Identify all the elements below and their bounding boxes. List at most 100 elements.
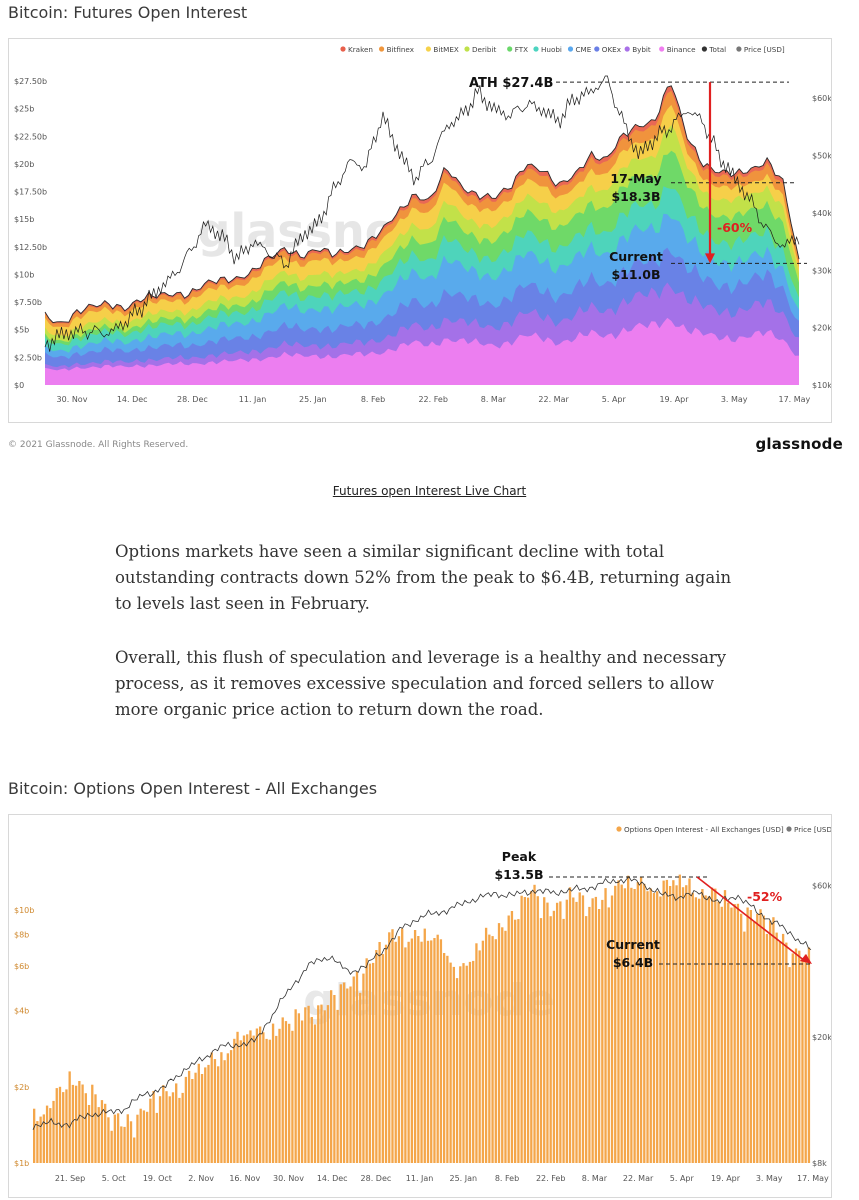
options-bar — [604, 888, 607, 1163]
x-tick-label: 14. Dec — [117, 395, 148, 404]
options-bar — [252, 1035, 255, 1163]
options-bar — [323, 1010, 326, 1163]
options-bar — [514, 919, 517, 1163]
options-bar — [769, 920, 772, 1163]
legend-label: CME — [576, 45, 592, 54]
options-bar — [704, 895, 707, 1163]
options-bar — [752, 921, 756, 1163]
options-bar — [346, 988, 349, 1163]
legend-marker — [701, 46, 708, 52]
y-right-tick-label: $20k — [812, 1033, 831, 1042]
options-bar — [49, 1108, 52, 1163]
legend-marker — [379, 46, 385, 52]
options-bar — [794, 948, 798, 1163]
x-tick-label: 30. Nov — [57, 395, 88, 404]
futures-live-chart-link[interactable]: Futures open Interest Live Chart — [332, 484, 527, 498]
options-bar — [294, 1009, 297, 1163]
options-bar — [759, 909, 762, 1163]
options-bar — [714, 888, 717, 1163]
x-tick-label: 19. Oct — [143, 1174, 172, 1183]
options-bar — [423, 928, 426, 1163]
options-bar — [104, 1103, 107, 1163]
options-bar — [675, 885, 678, 1163]
options-bar — [462, 963, 465, 1163]
options-bar — [594, 896, 598, 1163]
options-bar — [262, 1032, 265, 1163]
options-bar — [491, 936, 494, 1163]
options-bar — [378, 942, 381, 1163]
legend-label: Deribit — [472, 45, 496, 54]
options-bar — [620, 884, 623, 1163]
options-bar — [494, 939, 497, 1163]
options-bar — [546, 902, 549, 1163]
y-left-tick-label: $6b — [14, 962, 29, 971]
options-bar — [365, 958, 368, 1163]
options-bar — [39, 1116, 42, 1163]
options-bar — [710, 887, 714, 1163]
options-bar — [520, 895, 523, 1163]
options-bar — [526, 897, 530, 1163]
options-bar — [126, 1114, 129, 1163]
legend-label: OKEx — [602, 45, 622, 54]
options-bar — [175, 1083, 178, 1163]
legend-label: Price [USD] — [794, 825, 831, 834]
options-bar — [194, 1072, 197, 1163]
legend-label: BitMEX — [433, 45, 458, 54]
options-bar — [220, 1052, 223, 1163]
y-right-tick-label: $10k — [812, 381, 831, 390]
options-bar — [575, 901, 578, 1163]
options-bar — [110, 1130, 113, 1163]
options-bar — [291, 1030, 294, 1163]
options-bar — [568, 887, 572, 1163]
options-bar — [652, 893, 656, 1163]
options-bar — [129, 1121, 133, 1163]
options-bar — [152, 1091, 155, 1163]
options-bar — [746, 907, 749, 1163]
options-bar — [384, 944, 388, 1163]
options-bar — [791, 953, 794, 1163]
options-bar — [488, 934, 491, 1163]
options-bar — [191, 1079, 194, 1163]
x-tick-label: 21. Sep — [55, 1174, 85, 1183]
options-bar — [504, 930, 507, 1163]
current-label-bottom: $11.0B — [611, 267, 660, 282]
options-bar — [74, 1085, 78, 1163]
options-bar — [197, 1063, 200, 1163]
options-bar — [572, 897, 575, 1163]
peak-label-bottom: $13.5B — [494, 867, 543, 882]
options-bar — [310, 1017, 313, 1163]
options-bar — [297, 1013, 301, 1163]
copyright-text: © 2021 Glassnode. All Rights Reserved. — [8, 440, 189, 450]
options-bar — [362, 973, 365, 1163]
legend-label: FTX — [515, 45, 528, 54]
options-bar — [588, 906, 591, 1163]
x-tick-label: 5. Apr — [602, 395, 627, 404]
options-bar — [581, 895, 585, 1163]
options-bar — [375, 950, 378, 1163]
options-bar — [475, 943, 478, 1163]
options-bar — [233, 1038, 236, 1163]
options-bar — [333, 995, 336, 1163]
options-bar — [155, 1112, 158, 1163]
y-right-tick-label: $40k — [812, 209, 831, 218]
options-bar — [307, 1005, 310, 1163]
options-bar — [116, 1113, 120, 1163]
options-bar — [720, 906, 723, 1163]
options-bar — [36, 1121, 39, 1163]
options-bar — [52, 1100, 55, 1163]
glassnode-logo[interactable]: glassnode — [755, 435, 843, 453]
options-bar — [239, 1040, 242, 1163]
options-bar — [265, 1038, 268, 1163]
x-tick-label: 3. May — [721, 395, 748, 404]
y-left-tick-label: $8b — [14, 931, 29, 940]
y-left-tick-label: $10b — [14, 906, 34, 915]
price-line — [32, 876, 812, 1130]
options-bar — [330, 990, 333, 1163]
options-bar — [801, 960, 804, 1163]
options-bar — [55, 1088, 58, 1163]
options-bar — [765, 933, 769, 1163]
x-tick-label: 25. Jan — [299, 395, 327, 404]
options-bar — [71, 1084, 75, 1163]
options-bar — [733, 904, 736, 1163]
options-bar — [410, 938, 414, 1163]
